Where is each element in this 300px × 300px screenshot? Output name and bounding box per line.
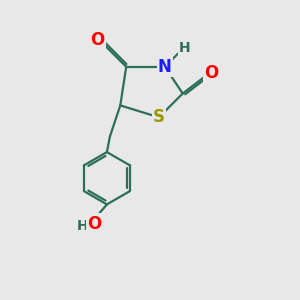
Text: H: H [179,41,190,55]
Text: O: O [204,64,219,82]
Text: H: H [76,219,88,233]
Text: O: O [87,215,101,233]
Text: N: N [158,58,172,76]
Text: O: O [90,31,104,49]
Text: S: S [153,108,165,126]
